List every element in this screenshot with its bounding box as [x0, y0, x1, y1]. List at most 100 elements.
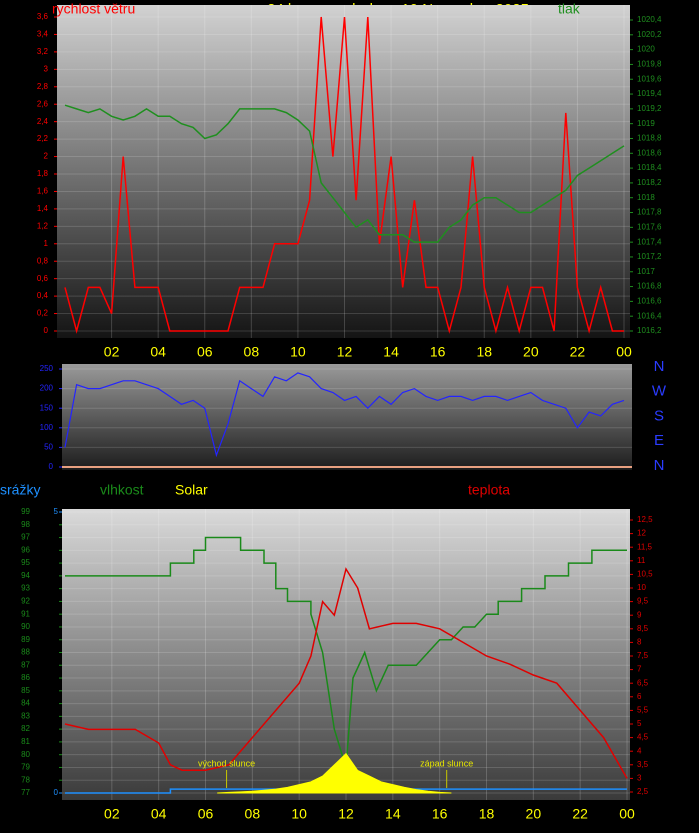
- y-tick-label: 87: [21, 660, 30, 669]
- y-tick-label: 88: [21, 648, 30, 657]
- y-tick-label: 3,2: [37, 47, 49, 56]
- y-tick-label: 82: [21, 724, 30, 733]
- x-tick-label: 08: [244, 344, 260, 360]
- x-tick-label: 06: [198, 806, 214, 822]
- direction-label: E: [654, 432, 664, 449]
- y-tick-label: 83: [21, 711, 30, 720]
- y-tick-label: 0,8: [37, 256, 49, 265]
- y-tick-label: 92: [21, 597, 30, 606]
- y-tick-label: 0: [44, 326, 49, 335]
- y-tick-label: 3,6: [37, 12, 49, 21]
- y-tick-label: 0,2: [37, 309, 49, 318]
- y-tick-label: 93: [21, 584, 30, 593]
- y-tick-label: 1,6: [37, 187, 49, 196]
- y-tick-label: 3,5: [637, 760, 649, 769]
- x-tick-label: 04: [150, 344, 166, 360]
- legend-label: rychlost větru: [52, 1, 135, 17]
- y-tick-label: 0: [54, 788, 59, 797]
- y-tick-label: 7: [637, 665, 642, 674]
- y-tick-label: 11: [637, 556, 646, 565]
- y-tick-label: 1018,4: [637, 163, 662, 172]
- x-tick-label: 20: [526, 806, 542, 822]
- x-tick-label: 00: [619, 806, 635, 822]
- y-tick-label: 81: [21, 737, 30, 746]
- y-tick-label: 2,5: [637, 787, 649, 796]
- legend-label: srážky: [0, 482, 40, 498]
- y-tick-label: 6: [637, 692, 642, 701]
- y-tick-label: 12,5: [637, 515, 653, 524]
- y-tick-label: 1019: [637, 119, 655, 128]
- annotation-text: východ slunce: [198, 758, 255, 768]
- y-tick-label: 2,2: [37, 134, 49, 143]
- x-tick-label: 00: [616, 344, 632, 360]
- y-tick-label: 2,4: [37, 117, 49, 126]
- y-tick-label: 4,5: [637, 733, 649, 742]
- x-tick-label: 08: [245, 806, 261, 822]
- x-tick-label: 16: [430, 344, 446, 360]
- y-tick-label: 3: [44, 64, 49, 73]
- y-tick-label: 1017,6: [637, 222, 662, 231]
- x-tick-label: 06: [197, 344, 213, 360]
- y-tick-label: 3: [637, 774, 642, 783]
- y-tick-label: 1017: [637, 267, 655, 276]
- legend-label: teplota: [468, 482, 510, 498]
- y-tick-label: 10,5: [637, 570, 653, 579]
- y-tick-label: 98: [21, 520, 30, 529]
- y-tick-label: 1,2: [37, 221, 49, 230]
- y-tick-label: 1017,2: [637, 252, 662, 261]
- y-tick-label: 0,4: [37, 291, 49, 300]
- line: [64, 372, 625, 458]
- y-tick-label: 89: [21, 635, 30, 644]
- y-tick-label: 1017,4: [637, 237, 662, 246]
- x-tick-label: 02: [104, 344, 120, 360]
- y-tick-label: 2,6: [37, 99, 49, 108]
- x-tick-label: 22: [570, 344, 586, 360]
- y-tick-label: 10: [637, 583, 646, 592]
- plot-area: [62, 509, 630, 800]
- y-tick-label: 99: [21, 507, 30, 516]
- y-tick-label: 1018,6: [637, 148, 662, 157]
- y-tick-label: 1,8: [37, 169, 49, 178]
- y-tick-label: 9: [637, 610, 642, 619]
- y-tick-label: 91: [21, 609, 30, 618]
- y-tick-label: 1017,8: [637, 208, 662, 217]
- line: [64, 16, 624, 334]
- x-tick-label: 02: [104, 806, 120, 822]
- y-tick-label: 96: [21, 545, 30, 554]
- x-tick-label: 12: [338, 806, 354, 822]
- y-tick-label: 1019,6: [637, 74, 662, 83]
- y-tick-label: 1016,8: [637, 282, 662, 291]
- y-tick-label: 50: [44, 443, 53, 452]
- y-tick-label: 85: [21, 686, 30, 695]
- y-tick-label: 79: [21, 763, 30, 772]
- x-tick-label: 22: [572, 806, 588, 822]
- x-tick-label: 10: [290, 344, 306, 360]
- y-tick-label: 2: [44, 152, 49, 161]
- plot-area: [62, 364, 632, 470]
- y-tick-label: 8,5: [637, 624, 649, 633]
- y-tick-label: 9,5: [637, 597, 649, 606]
- annotation-text: západ slunce: [420, 758, 473, 768]
- y-tick-label: 1019,4: [637, 89, 662, 98]
- y-tick-label: 100: [40, 423, 54, 432]
- y-tick-label: 90: [21, 622, 30, 631]
- direction-label: N: [654, 358, 665, 375]
- area: [217, 752, 452, 794]
- direction-label: S: [654, 407, 664, 424]
- y-tick-label: 200: [40, 384, 54, 393]
- y-tick-label: 1019,8: [637, 60, 662, 69]
- y-tick-label: 97: [21, 533, 30, 542]
- y-tick-label: 86: [21, 673, 30, 682]
- y-tick-label: 94: [21, 571, 30, 580]
- x-tick-label: 14: [385, 806, 401, 822]
- x-tick-label: 10: [291, 806, 307, 822]
- x-tick-label: 18: [479, 806, 495, 822]
- y-tick-label: 77: [21, 788, 30, 797]
- y-tick-label: 1020,2: [637, 30, 662, 39]
- legend-label: Solar: [175, 482, 208, 498]
- x-tick-label: 04: [151, 806, 167, 822]
- y-tick-label: 80: [21, 750, 30, 759]
- y-tick-label: 7,5: [637, 651, 649, 660]
- legend-label: tlak: [558, 1, 581, 17]
